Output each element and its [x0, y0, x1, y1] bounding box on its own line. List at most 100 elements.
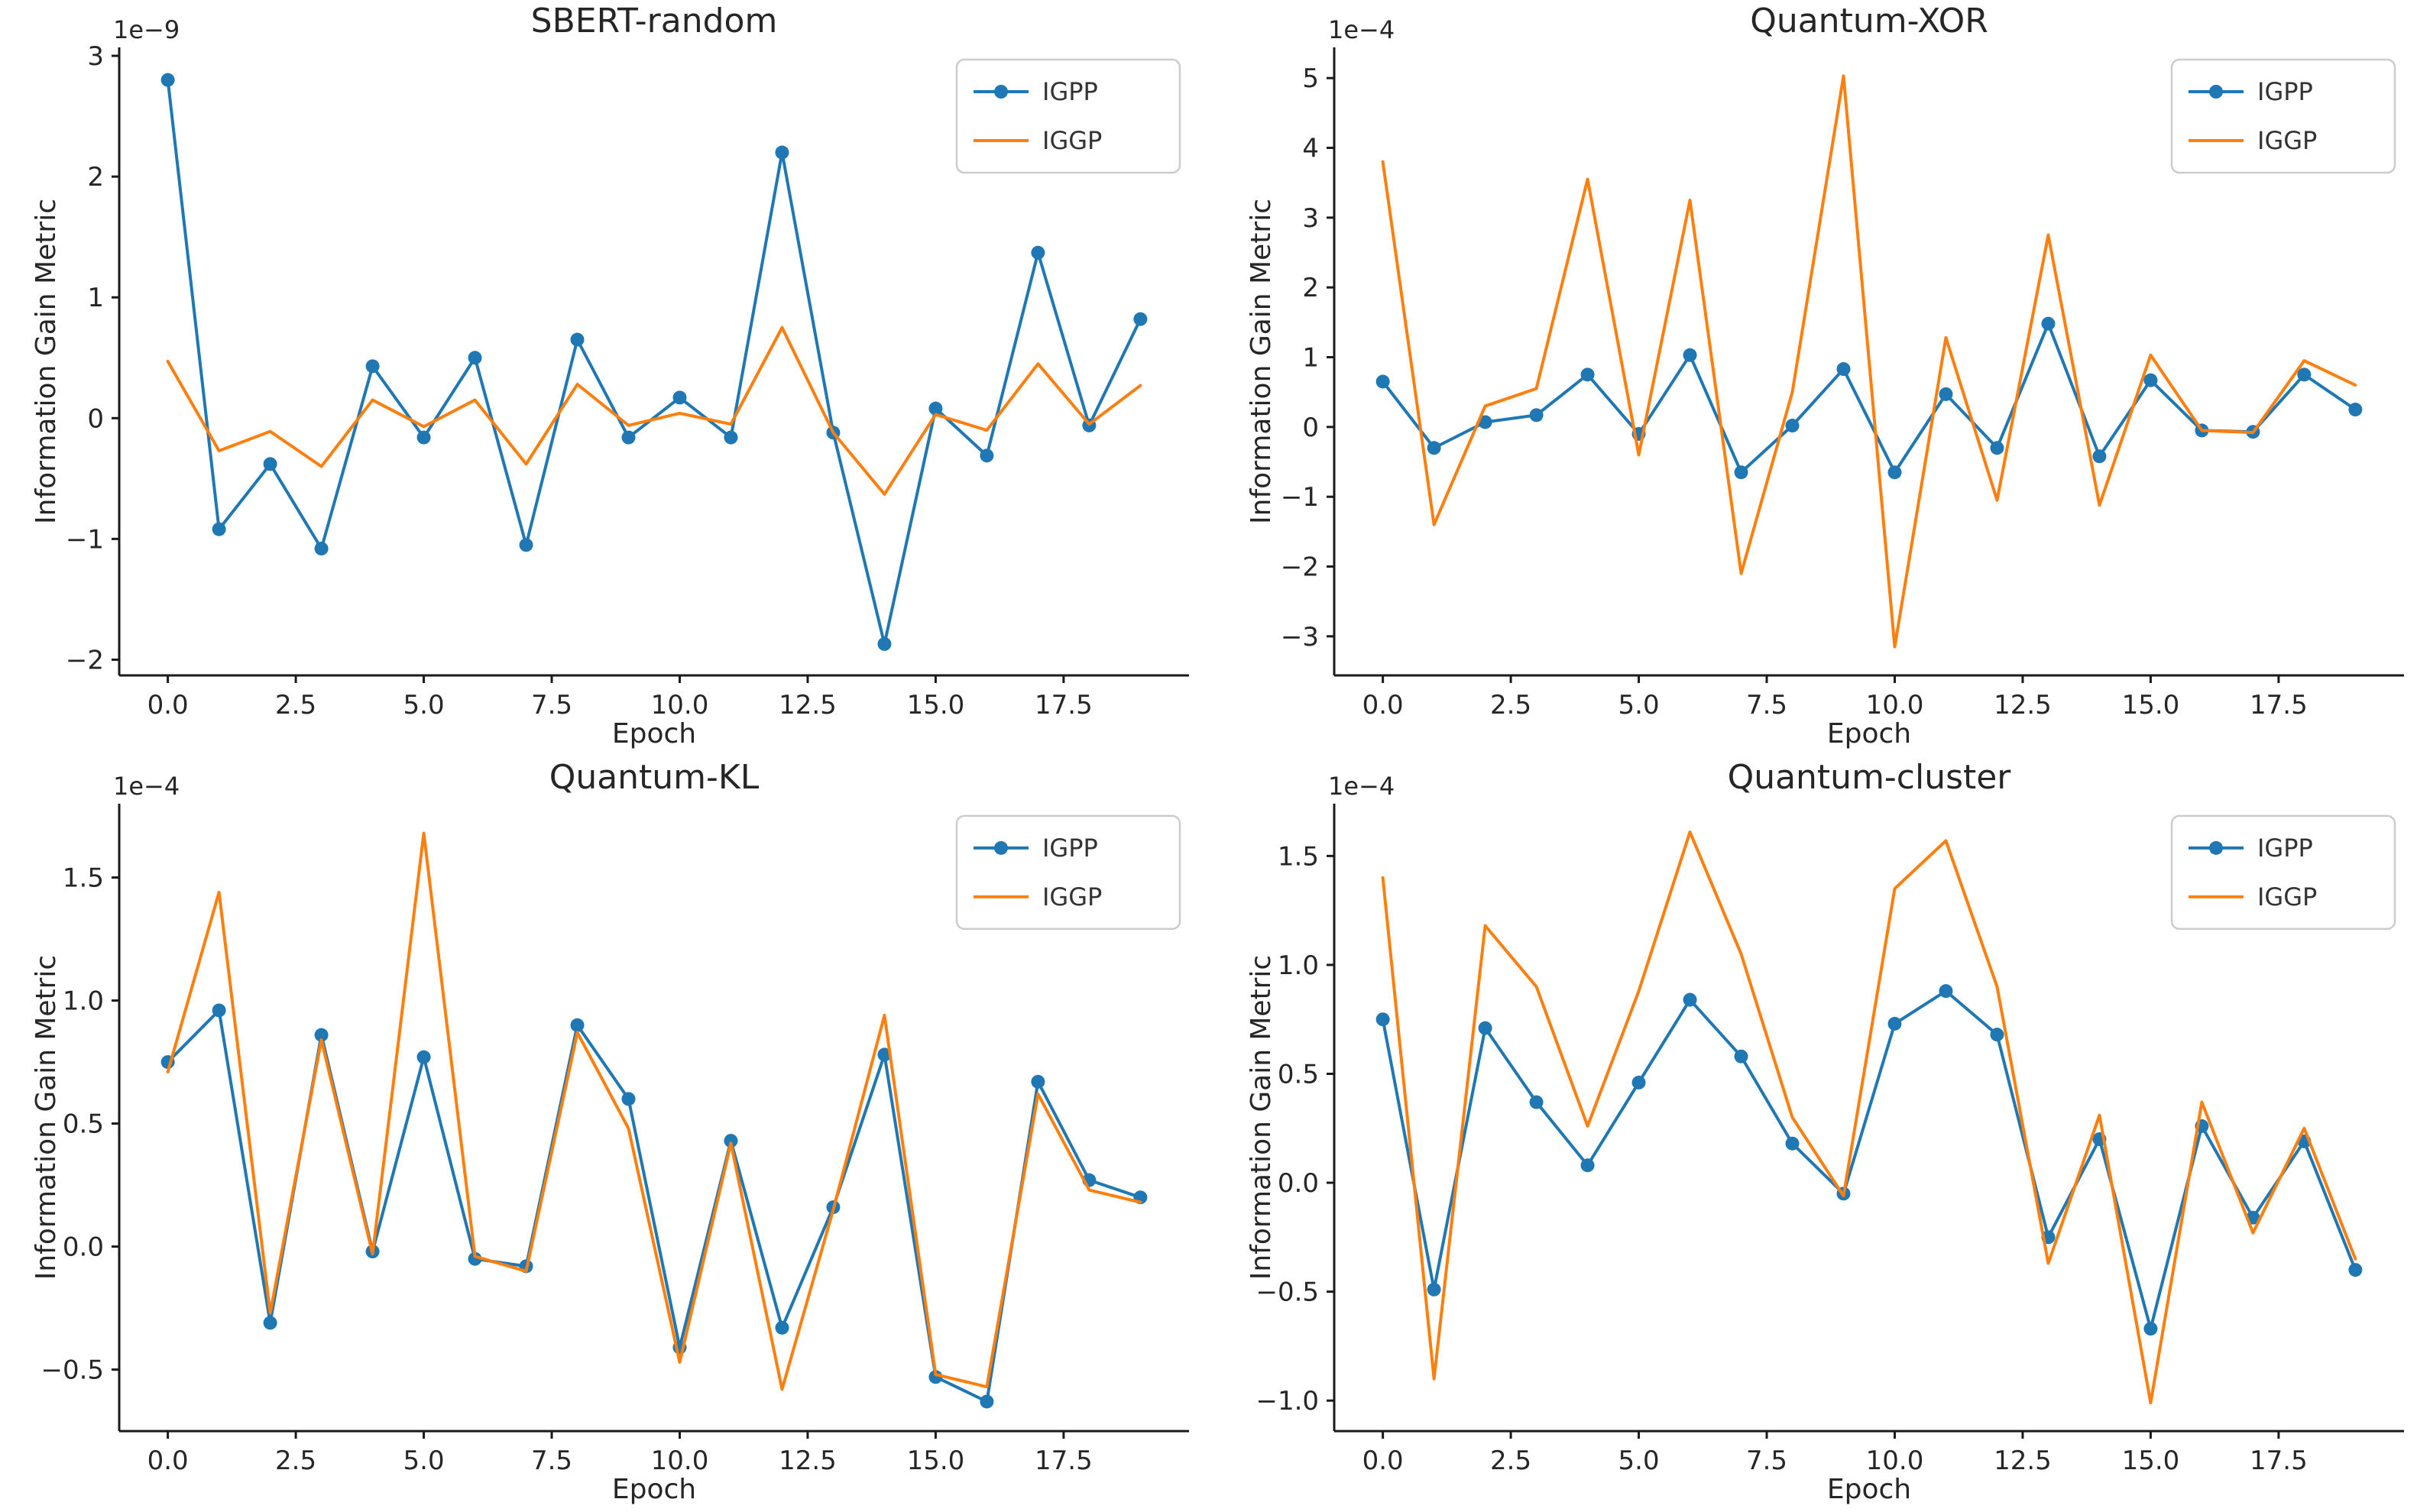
series-igpp-marker — [621, 1092, 636, 1106]
y-tick-label: 5 — [1302, 63, 1319, 94]
subplot-bottom-right: 0.0 2.5 5.0 7.5 10.0 12.5 15.0 17.5 −1.0 −0.5 0.0 0… — [1215, 756, 2430, 1512]
series-igpp-marker — [1939, 984, 1953, 999]
x-tick-label: 2.5 — [275, 1446, 316, 1476]
x-tick-label: 12.5 — [779, 1446, 837, 1476]
x-tick-label: 7.5 — [531, 690, 572, 720]
x-tick-label: 17.5 — [2250, 1446, 2308, 1476]
series-igpp-marker — [672, 390, 687, 405]
series-iggp-line — [166, 325, 1142, 496]
y-tick-label: −2 — [1281, 552, 1319, 583]
axis-offset-text: 1e−4 — [1328, 15, 1395, 44]
series-igpp-marker — [570, 1018, 585, 1032]
legend: IGPP IGGP — [2170, 814, 2396, 931]
legend-item-iggp: IGGP — [974, 882, 1102, 911]
legend-item-iggp: IGGP — [974, 126, 1102, 155]
legend-marker-sample — [2209, 840, 2223, 855]
y-tick-label: 1.0 — [1278, 950, 1319, 981]
x-tick-label: 7.5 — [1746, 1446, 1787, 1476]
y-tick-label: 0 — [1302, 413, 1319, 443]
legend-label: IGGP — [1042, 126, 1102, 155]
series-igpp-marker — [877, 636, 892, 651]
x-tick-label: 10.0 — [1866, 1446, 1924, 1476]
series-igpp-marker — [416, 430, 431, 445]
x-tick-label: 5.0 — [403, 1446, 445, 1476]
x-tick-label: 5.0 — [403, 690, 445, 720]
chart-quantum-xor: 0.0 2.5 5.0 7.5 10.0 12.5 15.0 17.5 −3 −2 −1 0 1 2 3 4 5… — [1246, 2, 2404, 750]
chart-sbert-random: 0.0 2.5 5.0 7.5 10.0 12.5 15.0 17.5 −2 −1 0 1 2 3 1e−9… — [31, 2, 1189, 750]
x-tick-label: 7.5 — [1746, 690, 1787, 720]
x-axis-label: Epoch — [1827, 718, 1911, 750]
y-tick-label: 1.5 — [63, 863, 104, 894]
x-tick-label: 2.5 — [275, 690, 316, 720]
chart-quantum-cluster: 0.0 2.5 5.0 7.5 10.0 12.5 15.0 17.5 −1.0 −0.5 0.0 0… — [1246, 758, 2404, 1505]
series-igpp-marker — [775, 1320, 789, 1335]
y-tick-label: 0.0 — [1278, 1168, 1319, 1199]
y-tick-label: 1.0 — [63, 986, 104, 1017]
series-igpp-marker — [1031, 245, 1045, 260]
series-igpp-marker — [263, 457, 277, 471]
legend-box — [2170, 58, 2396, 174]
y-tick-label: −1 — [1281, 482, 1319, 513]
series-igpp-marker — [160, 73, 175, 87]
legend-label: IGPP — [2257, 77, 2313, 106]
legend-item-iggp: IGGP — [2189, 126, 2317, 155]
y-tick-label: 1.5 — [1278, 841, 1319, 872]
axis-offset-text: 1e−4 — [1328, 772, 1395, 801]
series-iggp-line — [1381, 830, 2357, 1405]
x-axis-label: Epoch — [1827, 1474, 1911, 1505]
series-igpp-marker — [468, 351, 482, 365]
series-igpp-marker — [1580, 367, 1595, 382]
subplot-top-left: 0.0 2.5 5.0 7.5 10.0 12.5 15.0 17.5 −2 −1 0 1 2 3 1e−9… — [0, 0, 1215, 756]
series-igpp-marker — [1683, 348, 1697, 362]
series-igpp-marker — [980, 448, 994, 463]
series-igpp-marker — [1375, 1012, 1390, 1027]
y-tick-label: −1 — [66, 524, 104, 555]
series-igpp-marker — [1133, 312, 1148, 326]
series-igpp-marker — [1529, 408, 1544, 423]
series-igpp-marker — [2143, 373, 2158, 387]
x-tick-label: 17.5 — [2250, 690, 2308, 720]
y-tick-label: 1 — [1302, 343, 1319, 374]
series-igpp-marker — [365, 359, 380, 374]
y-tick-label: −0.5 — [40, 1355, 104, 1386]
y-tick-label: 3 — [1302, 203, 1319, 234]
legend-label: IGPP — [1042, 77, 1098, 106]
series-igpp-marker — [877, 1047, 892, 1062]
series-igpp-marker — [724, 1134, 738, 1148]
x-tick-label: 17.5 — [1035, 690, 1093, 720]
y-tick-label: 2 — [1302, 273, 1319, 303]
y-axis-label: Information Gain Metric — [1246, 199, 1277, 524]
series-igpp-marker — [1785, 419, 1800, 433]
series-igpp-marker — [1580, 1158, 1595, 1173]
chart-title: Quantum-cluster — [1728, 758, 2012, 797]
series-igpp-marker — [2348, 403, 2363, 417]
series-igpp-marker — [980, 1394, 994, 1409]
x-tick-label: 10.0 — [651, 690, 709, 720]
series-igpp-marker — [2092, 449, 2107, 464]
y-tick-label: −0.5 — [1256, 1277, 1319, 1308]
series-igpp-marker — [928, 401, 943, 416]
legend: IGPP IGGP — [955, 814, 1181, 931]
x-tick-label: 10.0 — [1866, 690, 1924, 720]
x-axis-label: Epoch — [612, 718, 696, 750]
series-igpp-marker — [314, 1028, 329, 1042]
legend-item-igpp: IGPP — [2189, 77, 2313, 106]
series-igpp-marker — [416, 1050, 431, 1064]
y-tick-label: 0.5 — [63, 1109, 104, 1140]
legend-item-igpp: IGPP — [2189, 834, 2313, 863]
y-tick-label: −1.0 — [1256, 1386, 1319, 1416]
chart-title: Quantum-XOR — [1750, 2, 1988, 40]
legend-label: IGGP — [2257, 882, 2317, 911]
subplot-bottom-left: 0.0 2.5 5.0 7.5 10.0 12.5 15.0 17.5 −0.5 0.0 0.5 1.… — [0, 756, 1215, 1512]
series-iggp-line — [1381, 74, 2357, 649]
y-tick-label: 1 — [87, 283, 104, 313]
legend-marker-sample — [994, 85, 1008, 99]
legend-item-iggp: IGGP — [2189, 882, 2317, 911]
series-igpp-marker — [1939, 387, 1953, 401]
y-tick-label: −3 — [1281, 622, 1319, 652]
series-igpp-marker — [1887, 1016, 1902, 1031]
x-tick-label: 0.0 — [1362, 1446, 1404, 1476]
series-igpp-marker — [928, 1370, 943, 1384]
legend-item-igpp: IGPP — [974, 77, 1098, 106]
